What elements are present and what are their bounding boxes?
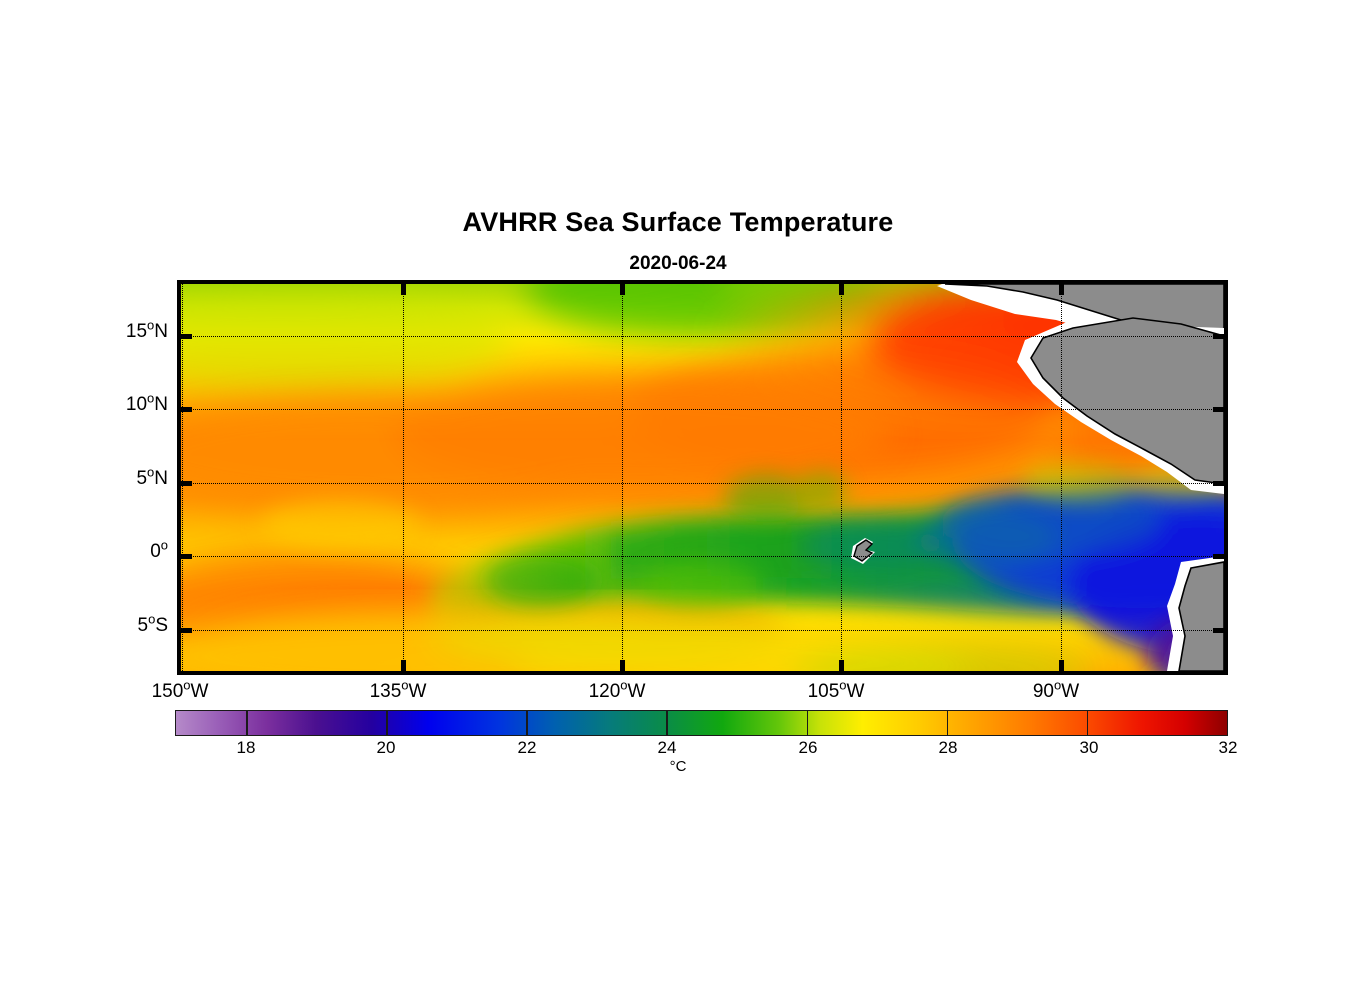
map-axes <box>177 280 1228 675</box>
colorbar-label-26: 26 <box>798 738 818 757</box>
ytick-label-0: 0o <box>150 537 168 562</box>
xtick-label-90w: 90oW <box>1032 677 1080 702</box>
xtick-label-135w: 135oW <box>369 677 427 702</box>
ytick-label-10n: 10oN <box>125 390 168 415</box>
colorbar-gradient <box>176 711 1227 735</box>
colorbar-label-28: 28 <box>938 738 958 757</box>
xtick-label-120w: 120oW <box>588 677 646 702</box>
ytick-label-5n: 5oN <box>136 464 168 489</box>
ytick-label-5s: 5oS <box>137 611 169 636</box>
colorbar-label-18: 18 <box>236 738 256 757</box>
ytick-label-15n: 15oN <box>125 317 168 342</box>
colorbar-label-20: 20 <box>376 738 396 757</box>
colorbar-label-32: 32 <box>1218 738 1238 757</box>
colorbar <box>175 710 1228 736</box>
colorbar-unit-label: °C <box>669 758 687 775</box>
colorbar-label-30: 30 <box>1079 738 1099 757</box>
land-south-america <box>1178 561 1224 671</box>
sst-field <box>181 284 1224 671</box>
sst-raster <box>181 284 1224 671</box>
xtick-label-105w: 105oW <box>807 677 865 702</box>
colorbar-label-24: 24 <box>657 738 677 757</box>
colorbar-label-22: 22 <box>517 738 537 757</box>
figure-subtitle: 2020-06-24 <box>629 253 727 274</box>
land-central-america <box>1030 317 1224 485</box>
xtick-label-150w: 150oW <box>151 677 209 702</box>
figure-title: AVHRR Sea Surface Temperature <box>462 207 894 237</box>
